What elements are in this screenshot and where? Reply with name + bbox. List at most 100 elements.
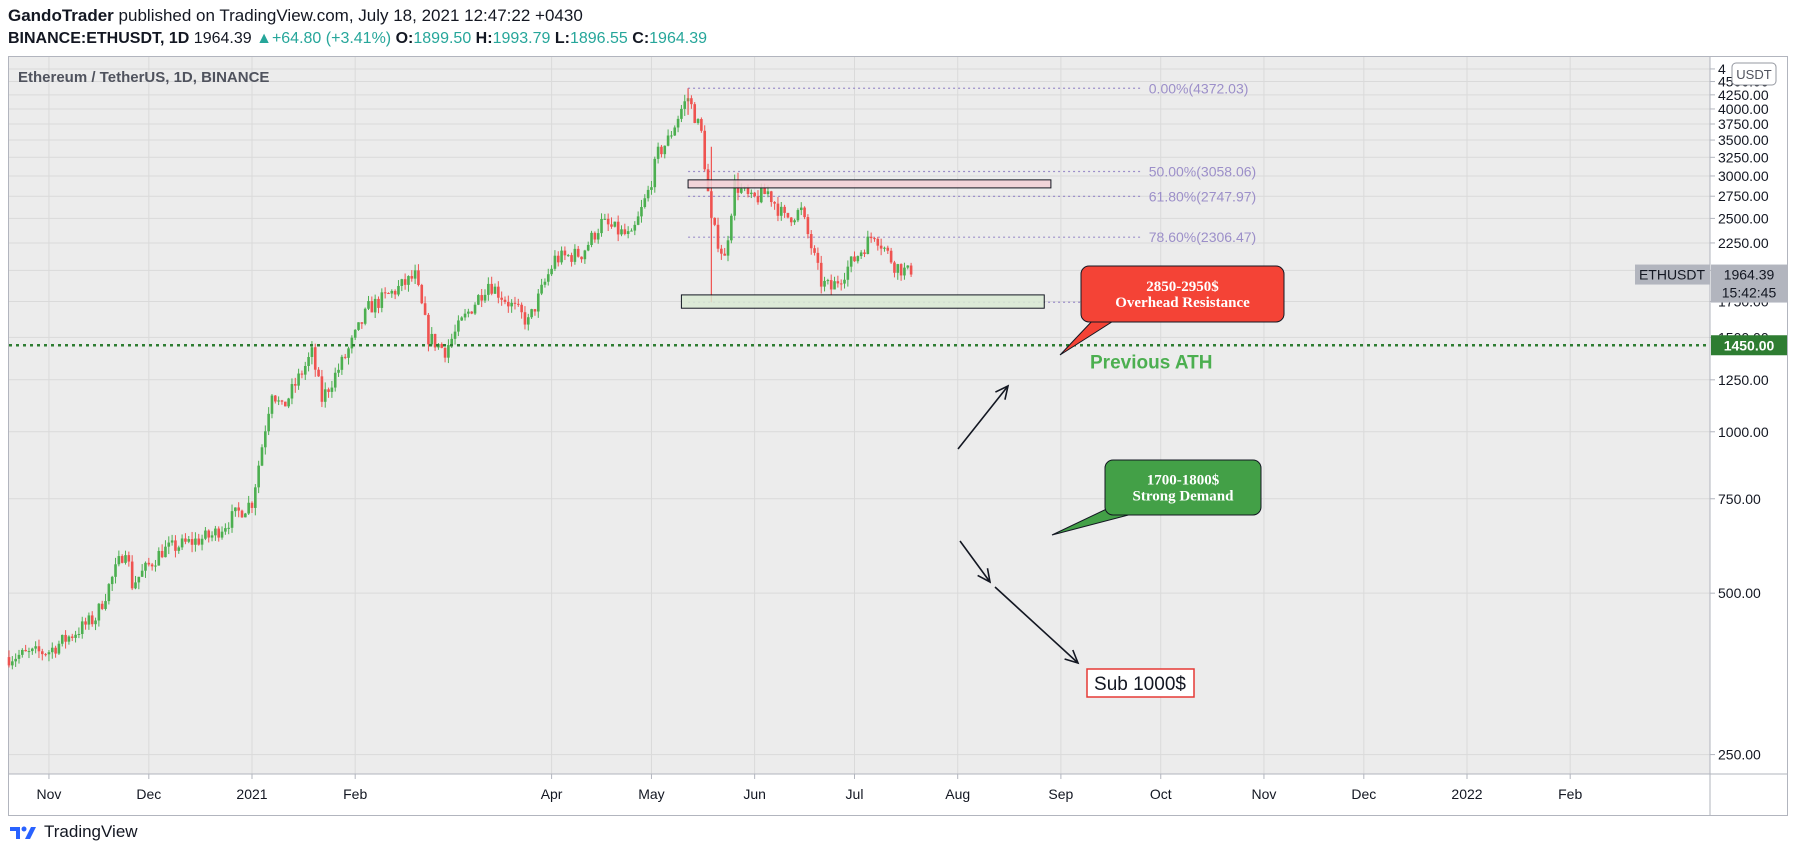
candle-body	[90, 615, 94, 625]
price-tick-label: 4	[1718, 61, 1726, 77]
candle-body	[603, 218, 607, 220]
time-axis[interactable]: Nov Dec 2021 Feb Apr May Jun Jul Aug Sep Oct Nov Dec…	[36, 774, 1582, 802]
time-tick-label: Oct	[1150, 786, 1172, 802]
author-name[interactable]: GandoTrader	[8, 6, 114, 25]
candle-body	[267, 413, 270, 432]
candle-body	[40, 651, 44, 655]
time-tick-label: Sep	[1048, 786, 1073, 802]
candle-body	[447, 345, 450, 358]
candle-body	[613, 221, 617, 227]
price-tick-label: 2750.00	[1718, 188, 1769, 204]
candle-body	[626, 231, 630, 234]
candle-body	[327, 389, 330, 392]
candle-body	[593, 232, 597, 240]
candle-body	[653, 158, 657, 188]
candle-body	[383, 292, 387, 294]
candle-body	[120, 556, 124, 563]
candle-body	[843, 279, 846, 284]
candle-body	[140, 570, 144, 577]
candle-body	[696, 119, 700, 123]
candle-body	[733, 179, 736, 216]
time-tick-label: Nov	[36, 786, 61, 802]
candle-body	[849, 256, 853, 267]
price-tick-label: 4000.00	[1718, 101, 1769, 117]
candle-body	[167, 542, 171, 547]
demand-callout-line1: 1700-1800$	[1147, 473, 1220, 489]
candle-body	[740, 188, 743, 193]
candle-body	[224, 528, 227, 532]
candle-body	[606, 218, 610, 225]
candle-body	[530, 309, 533, 318]
down-arrow-1[interactable]	[959, 540, 991, 583]
tradingview-logo-icon[interactable]	[8, 823, 38, 841]
candle-body	[473, 304, 477, 314]
candle-body	[839, 283, 843, 285]
currency-badge	[1731, 62, 1777, 86]
candle-body	[889, 250, 893, 263]
candle-body	[230, 511, 234, 528]
chart-frame[interactable]	[8, 56, 1788, 816]
candle-body	[234, 507, 237, 512]
candle-body	[170, 540, 174, 543]
candle-body	[556, 255, 560, 263]
candle-body	[666, 135, 670, 146]
candle-body	[680, 108, 683, 119]
candle-body	[879, 245, 883, 249]
down-arrow-2[interactable]	[994, 586, 1079, 664]
projection-box[interactable]	[1086, 668, 1195, 698]
candle-body	[600, 219, 603, 234]
candle-body	[513, 302, 517, 304]
grid-lines	[9, 57, 1710, 774]
candle-body	[869, 236, 873, 239]
candle-body	[134, 582, 137, 589]
demand-zone[interactable]	[680, 294, 1045, 309]
candle-body	[150, 564, 154, 567]
fib-retracement[interactable]: 0.00%(4372.03) 50.00%(3058.06) 61.80%(2747…	[688, 80, 1264, 310]
candle-body	[260, 447, 264, 466]
time-tick-label: Feb	[343, 786, 367, 802]
candle-body	[107, 584, 111, 602]
candle-body	[244, 513, 247, 518]
previous-ath[interactable]: 1450.00 Previous ATH	[9, 335, 1787, 373]
candle-body	[703, 130, 707, 170]
last-price-symbol-badge	[1635, 264, 1710, 285]
candle-body	[390, 290, 394, 294]
candle-body	[190, 539, 194, 545]
candle-body	[623, 229, 627, 234]
resistance-zone[interactable]	[687, 179, 1052, 189]
demand-callout-box[interactable]	[1104, 459, 1262, 516]
time-tick-label: May	[638, 786, 664, 802]
candle-body	[789, 217, 793, 223]
candle-body	[164, 546, 167, 558]
up-arrow[interactable]	[957, 385, 1009, 450]
candle-body	[237, 507, 240, 511]
change-value: +64.80 (+3.41%)	[271, 30, 392, 47]
zones[interactable]	[680, 179, 1052, 309]
tradingview-brand[interactable]: TradingView	[44, 822, 138, 841]
candle-body	[303, 365, 307, 375]
candle-body	[67, 636, 71, 642]
projection-arrows[interactable]: Sub 1000$	[957, 384, 1195, 698]
candle-body	[713, 217, 716, 225]
price-tick-label: 3750.00	[1718, 116, 1769, 132]
candle-body	[114, 564, 117, 577]
projection-label: Sub 1000$	[1094, 674, 1186, 695]
candle-body	[813, 248, 816, 253]
symbol-name[interactable]: BINANCE:ETHUSDT, 1D	[8, 30, 190, 47]
resistance-callout-box[interactable]	[1080, 265, 1285, 323]
candle-body	[716, 224, 720, 249]
price-tick-label: 1250.00	[1718, 372, 1769, 388]
candle-body	[44, 654, 47, 656]
candle-body	[60, 634, 64, 644]
candle-body	[656, 146, 660, 159]
candle-body	[563, 250, 567, 256]
candle-body	[297, 373, 300, 386]
candle-body	[37, 646, 41, 652]
candle-body	[646, 189, 650, 199]
candle-body	[457, 320, 460, 332]
price-axis[interactable]: 250.00500.00750.001000.001250.001500.001…	[1710, 61, 1769, 763]
price-tick-label: 500.00	[1718, 585, 1761, 601]
callouts[interactable]: 2850-2950$Overhead Resistance 1700-1800$S…	[1051, 265, 1285, 536]
candle-body	[520, 304, 523, 313]
